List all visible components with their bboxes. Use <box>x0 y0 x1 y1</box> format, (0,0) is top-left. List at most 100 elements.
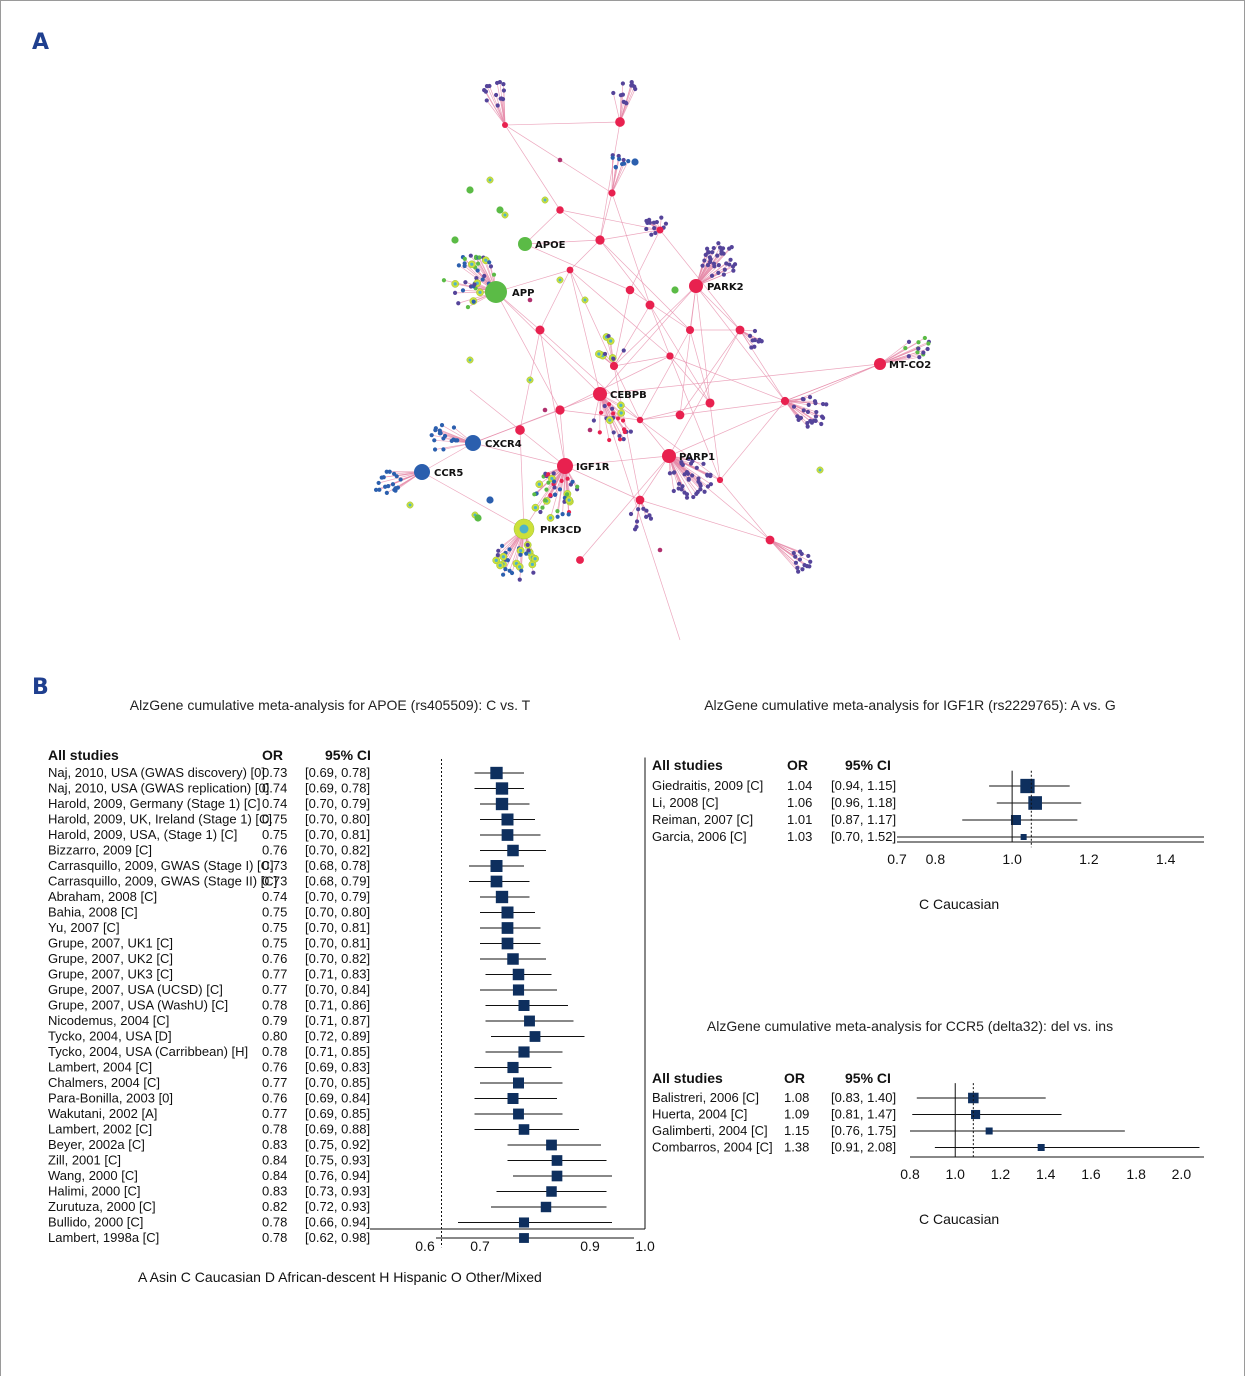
or-marker <box>1010 815 1021 825</box>
cluster-node <box>800 396 805 402</box>
panel-label-b: B <box>32 675 49 700</box>
network-node <box>765 535 775 545</box>
network-edge <box>569 269 671 357</box>
or-marker <box>518 1046 530 1058</box>
cluster-node <box>566 512 571 517</box>
row-study-label: Bizzarro, 2009 [C] <box>48 843 152 858</box>
x-tick-label: 1.6 <box>1081 1166 1101 1182</box>
network-edge <box>784 400 811 422</box>
header-or: OR <box>262 747 283 763</box>
cluster-node <box>715 253 720 258</box>
network-node-core <box>619 411 623 415</box>
network-edge <box>639 329 691 421</box>
network-edge <box>524 209 561 245</box>
cluster-node <box>679 487 684 492</box>
network-node-core <box>537 482 541 486</box>
row-or-value: 1.03 <box>787 829 812 844</box>
cluster-node <box>684 495 690 500</box>
cluster-node <box>671 488 676 494</box>
cluster-node <box>495 553 500 558</box>
network-edge <box>629 289 691 331</box>
network-node-core <box>619 403 623 407</box>
cluster-node <box>728 257 733 262</box>
network-node <box>515 425 525 435</box>
cluster-node <box>628 429 633 434</box>
network-edge <box>579 455 670 561</box>
cluster-node <box>519 568 524 573</box>
cluster-node <box>686 456 691 461</box>
network-edge <box>421 442 474 473</box>
or-marker <box>501 922 514 934</box>
row-or-value: 0.73 <box>262 858 287 873</box>
cluster-node <box>611 90 616 96</box>
cluster-node <box>390 482 396 487</box>
forest-legend: C Caucasian <box>919 896 999 912</box>
network-node-core <box>530 562 534 567</box>
cluster-node <box>701 461 706 466</box>
network-node <box>631 158 639 166</box>
row-or-value: 0.76 <box>262 1091 287 1106</box>
network-node-core <box>519 524 529 534</box>
or-marker <box>540 1201 552 1213</box>
network-edge <box>629 229 661 291</box>
row-ci-value: [0.94, 1.15] <box>831 778 896 793</box>
x-tick-label: 1.0 <box>1002 851 1022 867</box>
row-or-value: 0.78 <box>262 998 287 1013</box>
hub-node-parp1 <box>662 449 676 463</box>
header-ci: 95% CI <box>325 747 371 763</box>
cluster-node <box>672 470 677 475</box>
cluster-node <box>805 421 810 426</box>
or-marker <box>507 1093 519 1104</box>
cluster-node <box>706 250 711 255</box>
x-tick-label: 1.0 <box>635 1238 655 1254</box>
cluster-node <box>624 101 629 106</box>
cluster-node <box>544 487 549 492</box>
network-node-core <box>583 298 587 302</box>
cluster-node <box>652 226 657 231</box>
cluster-node <box>463 280 468 285</box>
row-ci-value: [0.70, 0.81] <box>305 936 370 951</box>
network-node <box>555 405 565 415</box>
label-ccr5: CCR5 <box>434 468 463 479</box>
cluster-node <box>546 472 551 477</box>
cluster-node <box>531 570 536 575</box>
network-node <box>705 398 715 408</box>
row-study-label: Harold, 2009, USA, (Stage 1) [C] <box>48 827 237 842</box>
cluster-node <box>805 424 810 429</box>
row-ci-value: [0.69, 0.88] <box>305 1122 370 1137</box>
row-ci-value: [0.69, 0.83] <box>305 1060 370 1075</box>
network-edge <box>599 393 610 441</box>
label-cxcr4: CXCR4 <box>485 439 522 450</box>
forest-title: AlzGene cumulative meta-analysis for CCR… <box>707 1018 1113 1034</box>
network-edge <box>610 340 615 367</box>
network-edge <box>504 124 561 211</box>
cluster-node <box>680 484 685 489</box>
cluster-node <box>373 487 379 492</box>
row-study-label: Grupe, 2007, USA (UCSD) [C] <box>48 982 223 997</box>
network-edge <box>649 304 671 357</box>
header-ci: 95% CI <box>845 757 891 773</box>
label-cebpb: CEBPB <box>610 390 647 401</box>
cluster-node <box>451 425 457 430</box>
or-marker <box>490 766 503 780</box>
row-study-label: Beyer, 2002a [C] <box>48 1137 145 1152</box>
network-edge <box>639 402 711 421</box>
row-ci-value: [0.72, 0.89] <box>305 1029 370 1044</box>
row-ci-value: [0.96, 1.18] <box>831 795 896 810</box>
cluster-node <box>649 232 654 237</box>
row-or-value: 0.83 <box>262 1137 287 1152</box>
row-or-value: 0.75 <box>262 920 287 935</box>
row-study-label: Galimberti, 2004 [C] <box>652 1123 768 1138</box>
label-park2: PARK2 <box>707 282 744 293</box>
label-parp1: PARP1 <box>679 452 715 463</box>
or-marker <box>971 1109 981 1120</box>
row-ci-value: [0.75, 0.93] <box>305 1153 370 1168</box>
cluster-node <box>808 418 813 424</box>
or-marker <box>1020 834 1027 840</box>
row-study-label: Harold, 2009, Germany (Stage 1) [C] <box>48 796 260 811</box>
cluster-node <box>429 433 434 438</box>
cluster-node <box>551 471 556 476</box>
cluster-node <box>752 337 757 343</box>
row-or-value: 0.75 <box>262 812 287 827</box>
row-or-value: 0.79 <box>262 1013 287 1028</box>
